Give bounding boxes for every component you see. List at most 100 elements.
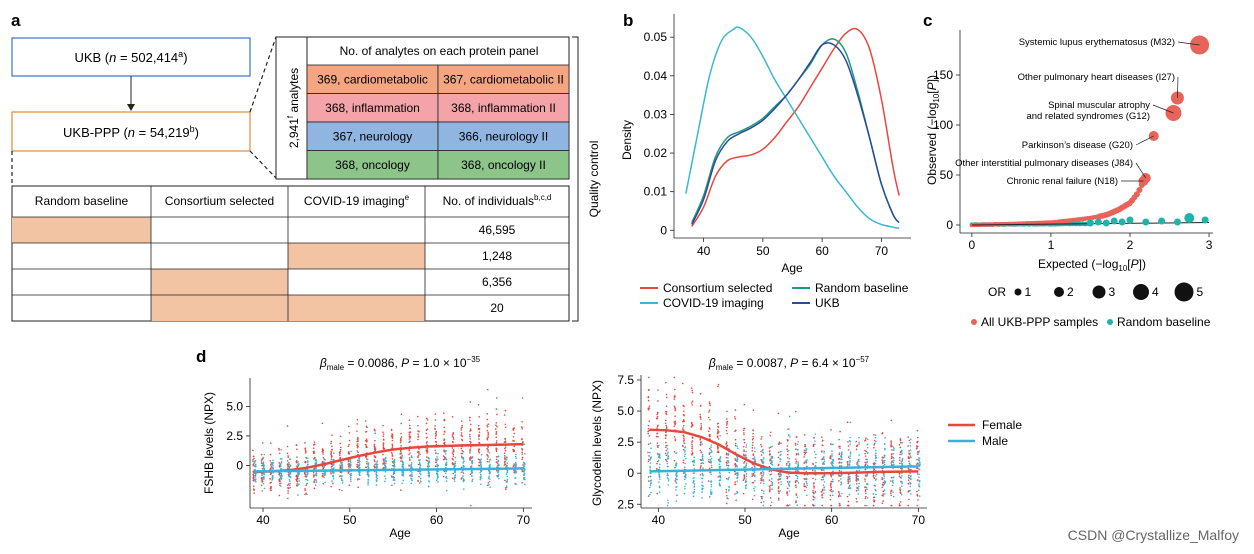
d1-female-point (304, 473, 306, 475)
d2-male-point (702, 474, 704, 477)
d1-male-point (480, 483, 482, 486)
d1-male-point (427, 485, 430, 488)
d2-male-point (823, 463, 825, 465)
d2-male-point (814, 497, 816, 499)
d1-male-point (523, 443, 526, 446)
d2-female-point (847, 500, 850, 503)
d2-female-point (673, 425, 676, 427)
d1-female-point (425, 432, 428, 435)
d2-female-point (777, 499, 780, 501)
d2-male-point (771, 483, 774, 485)
d1-male-point (341, 466, 343, 469)
d2-female-point (795, 474, 797, 477)
d2-female-point (882, 500, 884, 502)
d2-male-point (883, 456, 886, 458)
d2-male-point (797, 461, 800, 463)
d2-female-point (777, 497, 780, 500)
d1-male-point (393, 472, 395, 474)
d1-female-point (330, 458, 333, 460)
d2-female-point (864, 478, 866, 480)
d1-xlabel: Age (389, 526, 411, 540)
d2-male-point (909, 449, 912, 451)
d2-female-point (889, 480, 892, 482)
d1-male-point (375, 484, 378, 486)
d1-female-point (452, 455, 455, 457)
d2-male-point (770, 478, 773, 480)
d1-female-point (461, 477, 463, 479)
d1-female-point (304, 449, 307, 452)
d2-male-point (683, 442, 686, 445)
d2-female-point (752, 454, 755, 456)
d2-male-point (840, 454, 843, 456)
d1-male-point (349, 466, 352, 469)
d2-female-point (665, 396, 668, 399)
panel-a: a UKB (n = 502,414a) UKB-PPP (n = 54,219… (11, 11, 601, 322)
d2-male-point (649, 475, 652, 478)
d1-male-point (462, 472, 465, 474)
d2-female-point (777, 479, 780, 481)
d1-male-point (350, 450, 352, 453)
d2-female-point (691, 440, 694, 442)
d2-ylabel: Glycodelin levels (NPX) (590, 380, 604, 506)
d1-male-point (515, 457, 517, 460)
d1-male-point (340, 471, 343, 474)
d1-female-point (286, 452, 289, 455)
d2-female-point (760, 478, 762, 480)
d1-female-point (408, 432, 411, 434)
d2-female-point (830, 475, 833, 478)
d1-female-point (443, 439, 445, 442)
d2-male-point (709, 491, 712, 493)
qc-bracket (572, 36, 579, 322)
d2-female-point (647, 399, 650, 402)
d1-female-point (486, 460, 489, 463)
d1-female-point (521, 481, 523, 484)
d2-female-point (760, 482, 762, 484)
d2-female-point (864, 486, 866, 489)
c-legend-dot-all (971, 319, 977, 325)
d1-female-point (374, 429, 376, 432)
d1-female-point (417, 438, 419, 441)
d2-female-point (821, 496, 824, 499)
d2-male-point (666, 504, 669, 507)
d1-female-point (374, 448, 377, 451)
d1-male-point (418, 459, 421, 462)
d1-female-point (269, 487, 272, 490)
d2-female-point (674, 438, 677, 440)
panel-label-right-0: 367, cardiometabolic II (443, 72, 564, 86)
d1-female-point (443, 412, 445, 415)
c-or-legend-value-2: 3 (1109, 285, 1116, 299)
d1-female-point (391, 443, 394, 446)
b-ytick-label: 0.03 (644, 107, 668, 121)
d1-female-point (287, 486, 289, 489)
d1-male-point (410, 477, 413, 480)
d1-female-point (331, 434, 333, 436)
d1-female-point (408, 441, 410, 444)
d2-female-point (778, 490, 780, 493)
d2-male-point (814, 478, 817, 481)
d2-male-point (822, 461, 825, 464)
d1-female-point (452, 433, 455, 435)
d1-male-point (462, 480, 465, 483)
d2-female-point (742, 453, 745, 455)
d1-male-point (462, 478, 465, 480)
d2-male-point (814, 433, 817, 435)
d1-male-point (393, 463, 396, 466)
d1-female-point (331, 480, 333, 482)
d2-female-point (742, 479, 745, 482)
d2-female-point (743, 432, 745, 434)
d2-female-point (838, 452, 841, 454)
b-series-line-3 (691, 42, 900, 225)
d1-female-point (373, 443, 376, 446)
d1-female-point (496, 413, 498, 416)
d2-male-point (728, 488, 730, 491)
d2-male-point (857, 463, 859, 465)
d1-male-point (515, 463, 517, 466)
d2-female-point (708, 458, 710, 461)
d2-female-point (683, 414, 685, 417)
d1-male-point (428, 472, 430, 475)
b-series-line-0 (691, 27, 900, 227)
d1-female-point (521, 428, 524, 430)
d2-female-point (898, 475, 901, 478)
d1-male-point (332, 482, 334, 485)
d2-female-point (761, 475, 763, 477)
